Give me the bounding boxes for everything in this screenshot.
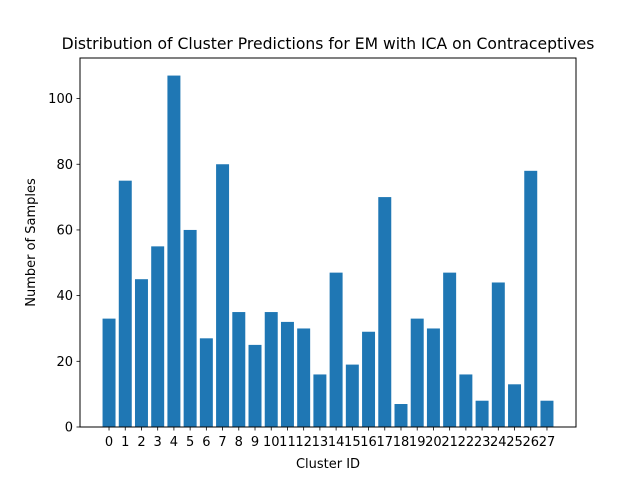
x-tick-label-22: 22 bbox=[458, 435, 475, 450]
bar-cluster-15 bbox=[345, 364, 359, 427]
x-axis: 0 1 2 3 4 5 6 7 8 9 10 11 12 13 14 15 16 17 18 19 20 21 22 23 24… bbox=[105, 427, 555, 450]
bar-cluster-16 bbox=[362, 331, 376, 427]
x-tick-label-21: 21 bbox=[441, 435, 458, 450]
bar-cluster-3 bbox=[151, 246, 165, 427]
bar-cluster-27 bbox=[540, 400, 554, 427]
y-tick-label-60: 60 bbox=[56, 223, 73, 238]
x-tick-label-14: 14 bbox=[328, 435, 345, 450]
x-tick-label-3: 3 bbox=[154, 435, 162, 450]
y-axis-label: Number of Samples bbox=[24, 178, 39, 307]
x-tick-label-11: 11 bbox=[279, 435, 296, 450]
x-tick-label-10: 10 bbox=[263, 435, 280, 450]
y-tick-label-20: 20 bbox=[56, 355, 73, 370]
bar-cluster-17 bbox=[378, 197, 392, 427]
bars bbox=[102, 75, 554, 427]
x-tick-label-19: 19 bbox=[409, 435, 426, 450]
x-tick-label-2: 2 bbox=[137, 435, 145, 450]
x-tick-label-24: 24 bbox=[490, 435, 507, 450]
x-tick-label-0: 0 bbox=[105, 435, 113, 450]
bar-cluster-25 bbox=[508, 384, 522, 427]
x-tick-label-4: 4 bbox=[170, 435, 178, 450]
x-tick-label-16: 16 bbox=[360, 435, 377, 450]
bar-cluster-21 bbox=[443, 272, 457, 427]
bar-cluster-12 bbox=[297, 328, 311, 427]
x-tick-label-27: 27 bbox=[539, 435, 556, 450]
plot-frame bbox=[79, 57, 577, 428]
x-tick-label-7: 7 bbox=[218, 435, 226, 450]
x-tick-label-13: 13 bbox=[312, 435, 329, 450]
x-tick-label-25: 25 bbox=[506, 435, 523, 450]
bar-cluster-14 bbox=[329, 272, 343, 427]
y-tick-label-0: 0 bbox=[65, 421, 73, 436]
chart-title: Distribution of Cluster Predictions for … bbox=[62, 35, 595, 53]
y-tick-label-40: 40 bbox=[56, 289, 73, 304]
bar-cluster-11 bbox=[280, 321, 294, 427]
x-tick-label-17: 17 bbox=[376, 435, 393, 450]
x-tick-label-5: 5 bbox=[186, 435, 194, 450]
x-tick-label-15: 15 bbox=[344, 435, 361, 450]
bar-cluster-18 bbox=[394, 404, 408, 427]
bar-cluster-20 bbox=[426, 328, 440, 427]
bar-cluster-23 bbox=[475, 400, 489, 427]
bar-cluster-8 bbox=[232, 312, 246, 427]
bar-cluster-9 bbox=[248, 344, 262, 427]
x-tick-label-23: 23 bbox=[474, 435, 491, 450]
bar-cluster-6 bbox=[199, 338, 213, 427]
x-tick-label-12: 12 bbox=[295, 435, 312, 450]
x-tick-label-6: 6 bbox=[202, 435, 210, 450]
x-axis-label: Cluster ID bbox=[296, 457, 360, 472]
y-tick-label-100: 100 bbox=[48, 92, 73, 107]
y-tick-label-80: 80 bbox=[56, 158, 73, 173]
x-tick-label-26: 26 bbox=[522, 435, 539, 450]
x-tick-label-1: 1 bbox=[121, 435, 129, 450]
bar-cluster-13 bbox=[313, 374, 327, 427]
x-tick-label-18: 18 bbox=[393, 435, 410, 450]
x-tick-label-20: 20 bbox=[425, 435, 442, 450]
bar-cluster-1 bbox=[118, 180, 132, 427]
bar-cluster-10 bbox=[264, 312, 278, 427]
bar-cluster-2 bbox=[134, 279, 148, 427]
bar-cluster-26 bbox=[524, 170, 538, 427]
bar-cluster-19 bbox=[410, 318, 424, 427]
bar-cluster-0 bbox=[102, 318, 116, 427]
bar-cluster-24 bbox=[491, 282, 505, 427]
bar-cluster-5 bbox=[183, 229, 197, 427]
bar-cluster-22 bbox=[459, 374, 473, 427]
bar-cluster-4 bbox=[167, 75, 181, 427]
x-tick-label-9: 9 bbox=[251, 435, 259, 450]
y-axis: 0 20 40 60 80 100 bbox=[48, 92, 80, 436]
bar-cluster-7 bbox=[216, 164, 230, 427]
x-tick-label-8: 8 bbox=[235, 435, 243, 450]
